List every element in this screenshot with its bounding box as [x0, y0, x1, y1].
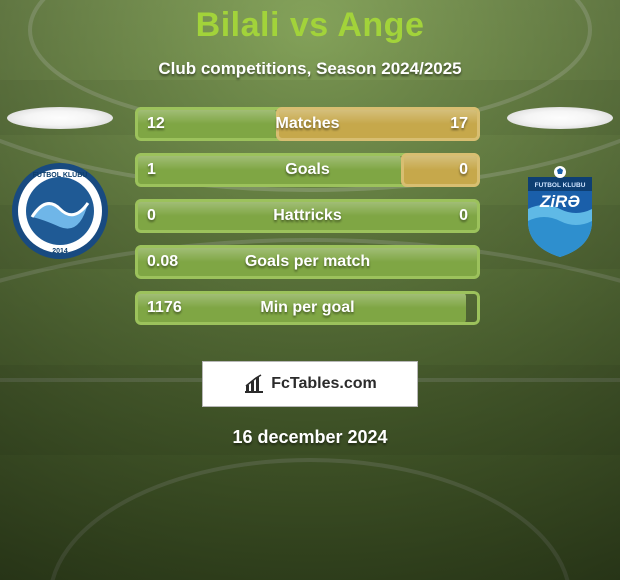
right-badge-sub: FUTBOL KLUBU	[535, 182, 586, 189]
stat-left-value: 0	[147, 199, 156, 233]
bars-icon	[243, 373, 265, 395]
stat-label: Matches	[135, 107, 480, 141]
stat-row: Goals1 0	[135, 153, 480, 187]
stat-label: Min per goal	[135, 291, 480, 325]
stat-right-value: 0	[459, 199, 468, 233]
stat-label: Goals	[135, 153, 480, 187]
watermark: FcTables.com	[202, 361, 418, 407]
stat-row: Hattricks0 0	[135, 199, 480, 233]
stat-left-value: 1176	[147, 291, 182, 325]
svg-text:FUTBOL KLUBU: FUTBOL KLUBU	[33, 172, 88, 179]
subtitle: Club competitions, Season 2024/2025	[0, 59, 620, 79]
watermark-text: FcTables.com	[271, 375, 377, 393]
player2-name: Ange	[337, 6, 424, 44]
stat-bars: Matches1217Goals10Hattricks00Goals per m…	[135, 107, 480, 337]
stat-right-value: 17	[450, 107, 468, 141]
page-title: Bilali vs Ange	[0, 0, 620, 45]
stat-row: Min per goal1176	[135, 291, 480, 325]
right-column: FUTBOL KLUBU ZiRƏ	[500, 101, 620, 261]
player1-name: Bilali	[196, 6, 280, 44]
stat-right-value: 0	[459, 153, 468, 187]
vs-label: vs	[290, 6, 329, 44]
svg-text:2014: 2014	[52, 248, 68, 255]
date: 16 december 2024	[0, 427, 620, 448]
stat-row: Goals per match0.08	[135, 245, 480, 279]
stat-row: Matches12 17	[135, 107, 480, 141]
left-shadow-ellipse	[7, 107, 113, 129]
stat-label: Hattricks	[135, 199, 480, 233]
stat-label: Goals per match	[135, 245, 480, 279]
content-root: Bilali vs Ange Club competitions, Season…	[0, 0, 620, 580]
left-column: FUTBOL KLUBU 2014	[0, 101, 120, 261]
right-shadow-ellipse	[507, 107, 613, 129]
stat-left-value: 1	[147, 153, 156, 187]
stat-left-value: 0.08	[147, 245, 178, 279]
stat-left-value: 12	[147, 107, 165, 141]
right-club-badge: FUTBOL KLUBU ZiRƏ	[510, 161, 610, 261]
right-badge-text: ZiRƏ	[539, 192, 580, 211]
comparison-arena: FUTBOL KLUBU 2014 FUTBOL KLUBU ZiRƏ	[0, 107, 620, 347]
left-club-badge: FUTBOL KLUBU 2014	[10, 161, 110, 261]
